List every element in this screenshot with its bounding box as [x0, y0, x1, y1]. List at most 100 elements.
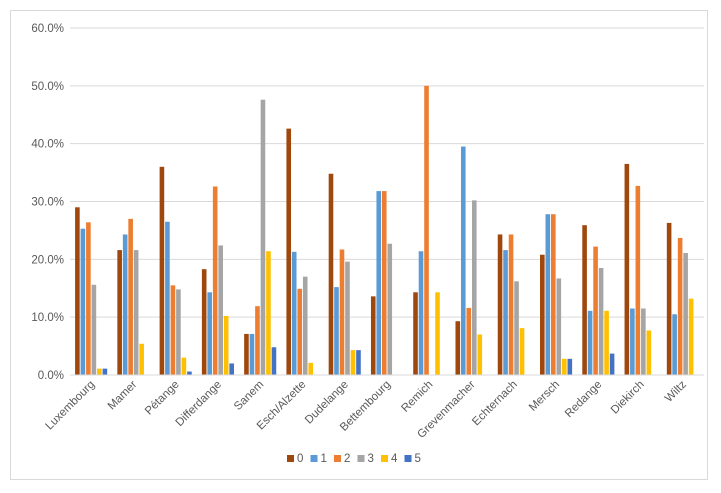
bar-luxembourg-series-1 — [80, 228, 86, 375]
bar-grevenmacher-series-2 — [466, 307, 472, 375]
bar-redange-series-3 — [598, 268, 604, 375]
bar-mamer-series-3 — [133, 250, 139, 375]
bars — [75, 85, 694, 376]
bar-sanem-series-2 — [255, 306, 260, 375]
bar-differdange-series-3 — [218, 245, 223, 375]
bar-wiltz-series-0 — [666, 222, 672, 375]
category-label: Redange — [563, 379, 604, 420]
bar-redange-series-0 — [582, 225, 587, 375]
bar-echternach-series-3 — [514, 281, 519, 375]
bar-grevenmacher-series-4 — [477, 334, 483, 375]
legend-label: 5 — [415, 453, 421, 465]
bar-luxembourg-series-5 — [102, 368, 108, 375]
bar-sanem-series-3 — [260, 99, 266, 376]
bar-mersch-series-4 — [562, 358, 567, 375]
category-label: Diekirch — [609, 379, 647, 417]
bar-sanem-series-5 — [271, 347, 277, 375]
bar-sanem-series-0 — [244, 333, 249, 375]
bar-dudelange-series-5 — [356, 350, 361, 375]
category-label: Remich — [399, 379, 435, 415]
category-label: Mamer — [106, 379, 140, 413]
bar-dudelange-series-0 — [328, 173, 334, 375]
bar-esch-alzette-series-4 — [308, 362, 314, 375]
legend-label: 3 — [368, 453, 374, 465]
bar-redange-series-1 — [587, 310, 593, 375]
bar-mamer-series-2 — [128, 218, 133, 375]
bar-redange-series-5 — [609, 353, 615, 375]
bar-diekirch-series-4 — [646, 330, 652, 375]
bar-echternach-series-4 — [519, 328, 525, 375]
bar-bettembourg-series-3 — [387, 243, 393, 375]
bar-wiltz-series-4 — [688, 298, 694, 375]
bar-p-tange-series-1 — [165, 221, 170, 375]
legend-label: 4 — [391, 453, 398, 465]
bar-luxembourg-series-3 — [91, 284, 97, 375]
bar-mersch-series-0 — [540, 254, 545, 375]
bar-p-tange-series-3 — [176, 289, 181, 375]
bar-dudelange-series-1 — [334, 287, 339, 375]
legend-swatch-0 — [287, 455, 294, 462]
legend-swatch-1 — [310, 455, 318, 462]
bar-remich-series-1 — [418, 251, 424, 375]
bar-remich-series-0 — [413, 292, 418, 375]
bar-p-tange-series-5 — [187, 371, 192, 375]
bar-grevenmacher-series-1 — [460, 146, 466, 375]
bar-mamer-series-1 — [122, 234, 128, 375]
bar-dudelange-series-4 — [350, 350, 356, 375]
y-tick-label: 50.0% — [31, 81, 64, 93]
bar-dudelange-series-3 — [345, 261, 350, 375]
chart-area: 0.0% 10.0% 20.0% 30.0% 40.0% 50.0% 60.0% Luxem… — [10, 10, 708, 480]
bar-differdange-series-5 — [229, 363, 234, 375]
bar-wiltz-series-1 — [672, 314, 677, 375]
bar-remich-series-4 — [435, 292, 440, 375]
bar-grevenmacher-series-3 — [471, 200, 477, 375]
bar-luxembourg-series-0 — [75, 207, 80, 375]
bar-diekirch-series-2 — [635, 185, 641, 375]
legend: 0 1 2 3 4 5 — [287, 453, 421, 465]
bar-sanem-series-1 — [249, 333, 255, 375]
bar-esch-alzette-series-0 — [286, 128, 292, 375]
y-tick-label: 0.0% — [38, 370, 64, 382]
category-label: Wiltz — [663, 378, 689, 404]
bar-esch-alzette-series-3 — [302, 276, 308, 375]
bar-redange-series-2 — [593, 246, 598, 375]
bar-bettembourg-series-1 — [376, 191, 382, 375]
category-label: Echternach — [470, 379, 520, 429]
bar-mamer-series-0 — [117, 250, 122, 375]
bar-luxembourg-series-4 — [97, 368, 102, 375]
bar-differdange-series-1 — [207, 292, 212, 375]
y-tick-label: 30.0% — [31, 197, 64, 209]
bar-mamer-series-4 — [139, 343, 144, 375]
bar-remich-series-2 — [424, 85, 429, 375]
bar-wiltz-series-3 — [683, 252, 688, 375]
bar-esch-alzette-series-2 — [297, 288, 303, 375]
legend-swatch-4 — [381, 455, 388, 462]
bar-p-tange-series-4 — [181, 357, 187, 375]
bar-differdange-series-4 — [223, 316, 229, 375]
bar-echternach-series-1 — [503, 250, 508, 375]
bar-mersch-series-1 — [545, 214, 551, 375]
bar-mersch-series-2 — [551, 214, 556, 375]
legend-label: 2 — [344, 453, 350, 465]
bar-differdange-series-0 — [201, 269, 207, 375]
category-label: Pétange — [143, 379, 182, 418]
bar-bettembourg-series-2 — [381, 191, 387, 375]
legend-swatch-3 — [357, 455, 365, 462]
category-label: Sanem — [232, 379, 266, 413]
bar-mersch-series-5 — [567, 358, 573, 375]
y-tick-label: 20.0% — [31, 254, 64, 266]
bar-diekirch-series-0 — [624, 163, 630, 375]
bar-diekirch-series-1 — [630, 308, 635, 375]
category-label: Differdange — [174, 379, 224, 429]
bar-bettembourg-series-0 — [370, 296, 376, 375]
y-tick-label: 60.0% — [31, 23, 64, 35]
bar-sanem-series-4 — [266, 251, 271, 375]
y-axis-tick-labels: 0.0% 10.0% 20.0% 30.0% 40.0% 50.0% 60.0% — [31, 23, 64, 382]
bar-luxembourg-series-2 — [86, 222, 91, 375]
bar-mersch-series-3 — [556, 278, 562, 375]
legend-swatch-5 — [404, 455, 412, 462]
bar-p-tange-series-2 — [170, 285, 176, 375]
gridlines — [70, 27, 704, 318]
legend-label: 1 — [321, 453, 327, 465]
